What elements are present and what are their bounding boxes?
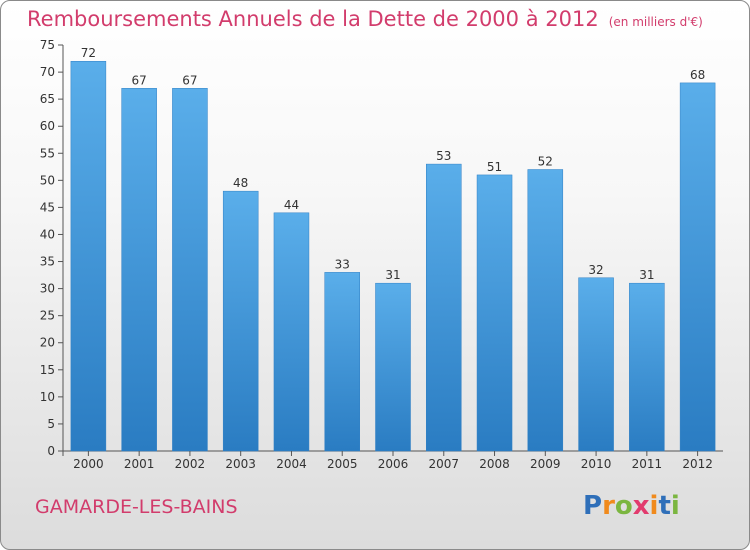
y-tick-label: 40 [40, 227, 55, 241]
x-tick-label: 2010 [581, 457, 612, 471]
data-label: 48 [233, 176, 248, 190]
x-tick-label: 2001 [124, 457, 155, 471]
y-tick-label: 15 [40, 363, 55, 377]
chart-title: Remboursements Annuels de la Dette de 20… [27, 7, 703, 31]
y-tick-label: 70 [40, 65, 55, 79]
x-tick-label: 2005 [327, 457, 358, 471]
x-tick-label: 2011 [632, 457, 663, 471]
bar [375, 282, 411, 452]
commune-name: GAMARDE-LES-BAINS [35, 496, 238, 518]
logo-letter: r [602, 491, 615, 521]
x-tick-label: 2009 [530, 457, 561, 471]
x-tick-label: 2002 [175, 457, 206, 471]
bar [679, 82, 716, 452]
bar [121, 88, 157, 452]
y-tick-label: 30 [40, 282, 55, 296]
bar [629, 282, 665, 452]
bar [70, 60, 107, 452]
y-tick-label: 50 [40, 173, 55, 187]
logo-letter: o [614, 491, 633, 521]
unit-note: (en milliers d'€) [608, 15, 703, 29]
bar [578, 277, 614, 452]
y-tick-label: 55 [40, 146, 55, 160]
y-tick-label: 5 [47, 417, 55, 431]
bar [426, 163, 462, 452]
x-tick-label: 2007 [428, 457, 459, 471]
data-label: 31 [385, 268, 400, 282]
bar [527, 169, 564, 452]
bar [172, 88, 208, 452]
data-label: 52 [538, 155, 553, 169]
title-text: Remboursements Annuels de la Dette de 20… [27, 7, 599, 31]
logo-letter: x [632, 491, 650, 521]
logo-letter: i [670, 491, 680, 521]
y-tick-label: 75 [40, 38, 55, 52]
data-label: 68 [690, 68, 705, 82]
data-label: 53 [436, 149, 451, 163]
bar [476, 174, 513, 452]
data-label: 67 [182, 73, 197, 87]
x-tick-label: 2000 [73, 457, 104, 471]
y-tick-label: 45 [40, 200, 55, 214]
data-label: 31 [639, 268, 654, 282]
data-label: 33 [335, 257, 350, 271]
data-label: 44 [284, 198, 299, 212]
data-label: 32 [588, 263, 603, 277]
y-tick-label: 60 [40, 119, 55, 133]
logo-letter: t [658, 491, 671, 521]
proxiti-logo: Proxiti [583, 491, 680, 521]
x-tick-label: 2006 [378, 457, 409, 471]
data-label: 72 [81, 46, 96, 60]
x-tick-label: 2012 [682, 457, 713, 471]
y-tick-label: 20 [40, 336, 55, 350]
logo-letter: P [583, 491, 603, 521]
y-tick-label: 35 [40, 255, 55, 269]
data-label: 51 [487, 160, 502, 174]
y-tick-label: 65 [40, 92, 55, 106]
bar [273, 212, 310, 452]
y-tick-label: 10 [40, 390, 55, 404]
y-tick-label: 25 [40, 309, 55, 323]
bar [222, 190, 259, 452]
data-label: 67 [132, 73, 147, 87]
x-tick-label: 2004 [276, 457, 307, 471]
x-tick-label: 2008 [479, 457, 510, 471]
x-tick-label: 2003 [225, 457, 256, 471]
bar [324, 272, 360, 452]
y-tick-label: 0 [47, 444, 55, 458]
logo-letter: i [649, 491, 659, 521]
